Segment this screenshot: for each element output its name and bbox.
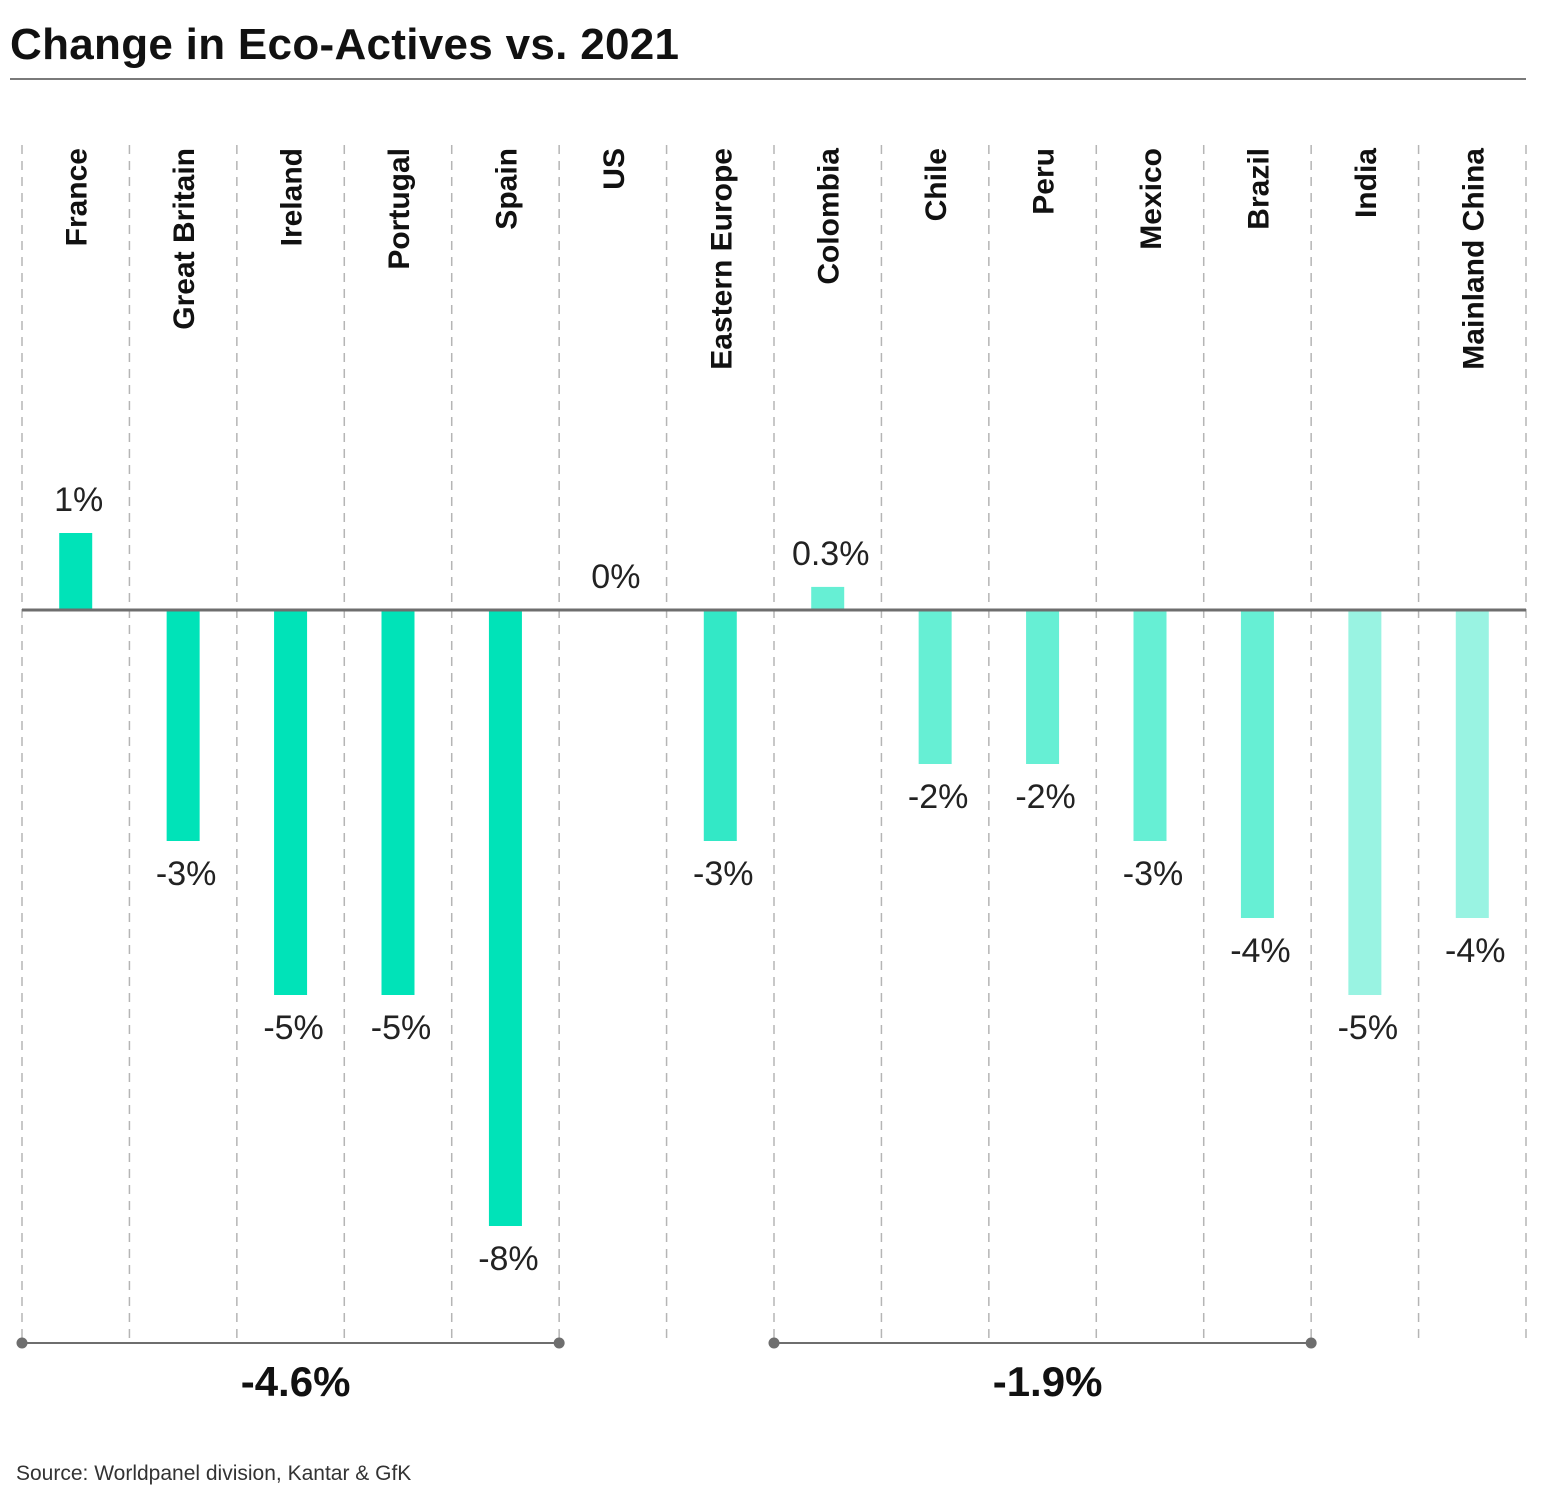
bar [1455, 610, 1489, 918]
category-label: Peru [1028, 148, 1061, 215]
chart-title: Change in Eco-Actives vs. 2021 [10, 20, 680, 69]
grid-lines [21, 145, 1527, 1342]
data-label: -8% [478, 1240, 538, 1278]
category-label: Ireland [276, 148, 309, 246]
group-bracket-dot [768, 1337, 780, 1349]
bar [811, 586, 845, 610]
group-average-label: -1.9% [993, 1358, 1103, 1405]
bar [381, 610, 415, 995]
bar [1240, 610, 1274, 918]
group-brackets: -4.6% -1.9% [16, 1337, 1317, 1405]
category-label: Portugal [383, 148, 416, 270]
title-divider [10, 78, 1526, 80]
data-label: -3% [1123, 855, 1183, 893]
group-bracket-dot [16, 1337, 28, 1349]
bar [274, 610, 308, 995]
category-label: Great Britain [168, 148, 201, 330]
category-label: Mexico [1135, 148, 1168, 250]
data-label: -5% [1338, 1009, 1398, 1047]
data-label: -3% [156, 855, 216, 893]
group-bracket-dot [1305, 1337, 1317, 1349]
data-label: -5% [371, 1009, 431, 1047]
labels: France 1% Great Britain -3% Ireland -5% Portug… [54, 148, 1505, 1278]
data-label: -3% [693, 855, 753, 893]
group-average-label: -4.6% [241, 1358, 351, 1405]
category-label: Mainland China [1457, 148, 1490, 370]
source-note: Source: Worldpanel division, Kantar & Gf… [16, 1462, 412, 1485]
data-label: -2% [1015, 778, 1075, 816]
category-label: France [61, 148, 94, 246]
bar [1026, 610, 1060, 764]
bar [166, 610, 200, 841]
category-label: US [598, 148, 631, 190]
data-label: -2% [908, 778, 968, 816]
category-label: India [1350, 148, 1383, 218]
bar [488, 610, 522, 1226]
data-label: 0.3% [792, 535, 870, 573]
data-label: -4% [1230, 932, 1290, 970]
category-label: Colombia [813, 148, 846, 285]
bar [703, 610, 737, 841]
category-label: Brazil [1242, 148, 1275, 230]
bar-chart: France 1% Great Britain -3% Ireland -5% Portug… [16, 145, 1527, 1405]
bar [59, 533, 93, 610]
bar [1348, 610, 1382, 995]
bar [1133, 610, 1167, 841]
bars [59, 533, 1489, 1226]
data-label: -5% [263, 1009, 323, 1047]
category-label: Chile [920, 148, 953, 221]
category-label: Eastern Europe [705, 148, 738, 370]
bar [918, 610, 952, 764]
data-label: 0% [591, 558, 640, 596]
data-label: 1% [54, 481, 103, 519]
category-label: Spain [490, 148, 523, 230]
group-bracket-dot [553, 1337, 565, 1349]
data-label: -4% [1445, 932, 1505, 970]
